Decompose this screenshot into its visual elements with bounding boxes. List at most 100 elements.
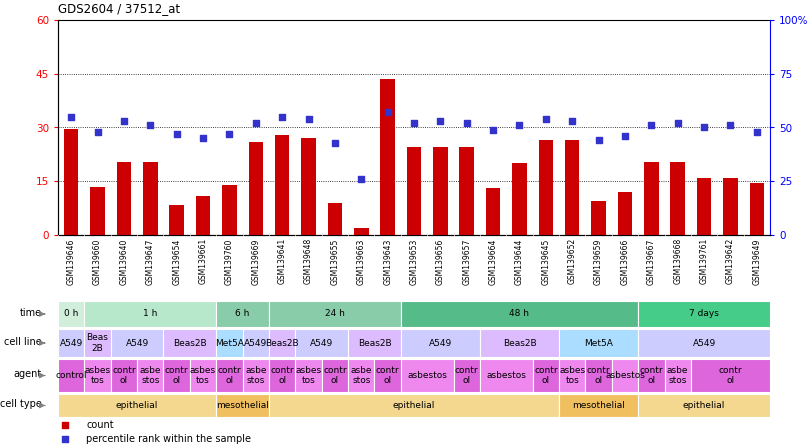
Text: Beas2B: Beas2B (173, 338, 207, 348)
Bar (216, 329, 242, 357)
Bar (143, 162, 158, 235)
Point (460, 119, 473, 127)
Bar (374, 359, 401, 392)
Bar (565, 140, 579, 235)
Text: 0 h: 0 h (64, 309, 79, 318)
Bar (242, 359, 269, 392)
Bar (269, 329, 296, 357)
Point (539, 115, 552, 123)
Text: epithelial: epithelial (393, 401, 435, 410)
Bar (196, 196, 211, 235)
Bar (512, 163, 526, 235)
Text: Met5A: Met5A (215, 338, 244, 348)
Text: GSM139659: GSM139659 (594, 238, 603, 285)
Bar (539, 140, 553, 235)
Point (407, 119, 420, 127)
Bar (275, 135, 289, 235)
Text: asbestos: asbestos (407, 371, 447, 380)
Point (487, 126, 500, 133)
Text: asbes
tos: asbes tos (296, 366, 322, 385)
Point (328, 139, 341, 146)
Bar (84, 329, 111, 357)
Text: Beas
2B: Beas 2B (87, 333, 109, 353)
Bar (249, 142, 263, 235)
Text: GSM139761: GSM139761 (700, 238, 709, 285)
Text: A549: A549 (310, 338, 334, 348)
Text: asbe
stos: asbe stos (245, 366, 266, 385)
Bar (169, 205, 184, 235)
Text: 7 days: 7 days (689, 309, 719, 318)
Text: GSM139640: GSM139640 (119, 238, 129, 285)
Text: agent: agent (14, 369, 42, 379)
Bar (322, 359, 348, 392)
Bar (216, 301, 269, 327)
Bar (58, 301, 84, 327)
Bar (84, 359, 111, 392)
Text: 1 h: 1 h (143, 309, 157, 318)
Text: A549: A549 (60, 338, 83, 348)
Bar (296, 359, 322, 392)
Bar (90, 186, 104, 235)
Point (144, 122, 157, 129)
Text: count: count (87, 420, 114, 429)
Text: mesothelial: mesothelial (572, 401, 625, 410)
Bar (222, 185, 237, 235)
Bar (723, 178, 738, 235)
Point (170, 131, 183, 138)
Text: GSM139657: GSM139657 (463, 238, 471, 285)
Bar (638, 301, 770, 327)
Text: 6 h: 6 h (236, 309, 249, 318)
Text: contr
ol: contr ol (323, 366, 347, 385)
Text: GSM139660: GSM139660 (93, 238, 102, 285)
Bar (381, 79, 395, 235)
Bar (269, 301, 401, 327)
Text: Beas2B: Beas2B (358, 338, 391, 348)
Text: 48 h: 48 h (509, 309, 530, 318)
Bar (638, 394, 770, 417)
Bar (354, 228, 369, 235)
Point (275, 113, 288, 120)
Text: 24 h: 24 h (325, 309, 345, 318)
Bar (348, 329, 401, 357)
Text: asbe
stos: asbe stos (139, 366, 161, 385)
Text: asbes
tos: asbes tos (190, 366, 216, 385)
Bar (242, 329, 269, 357)
Point (513, 122, 526, 129)
Text: GSM139644: GSM139644 (515, 238, 524, 285)
Bar (301, 138, 316, 235)
Bar (480, 329, 559, 357)
Bar (111, 359, 137, 392)
Text: A549: A549 (244, 338, 267, 348)
Text: A549: A549 (693, 338, 716, 348)
Text: GSM139646: GSM139646 (66, 238, 75, 285)
Text: asbe
stos: asbe stos (667, 366, 688, 385)
Bar (401, 301, 638, 327)
Point (434, 118, 447, 125)
Point (645, 122, 658, 129)
Text: GSM139669: GSM139669 (251, 238, 260, 285)
Text: GSM139642: GSM139642 (726, 238, 735, 285)
Bar (644, 162, 659, 235)
Point (58, 435, 71, 442)
Point (197, 135, 210, 142)
Bar (480, 359, 533, 392)
Text: contr
ol: contr ol (640, 366, 663, 385)
Text: asbes
tos: asbes tos (84, 366, 111, 385)
Text: control: control (55, 371, 87, 380)
Bar (486, 188, 501, 235)
Text: contr
ol: contr ol (376, 366, 399, 385)
Bar (348, 359, 374, 392)
Text: time: time (19, 308, 42, 317)
Point (355, 175, 368, 182)
Bar (638, 359, 664, 392)
Bar (407, 147, 421, 235)
Text: contr
ol: contr ol (534, 366, 557, 385)
Bar (638, 329, 770, 357)
Text: Beas2B: Beas2B (503, 338, 536, 348)
Point (382, 109, 394, 116)
Text: GSM139653: GSM139653 (410, 238, 419, 285)
Point (750, 128, 763, 135)
Point (619, 133, 632, 140)
Point (249, 119, 262, 127)
Point (117, 118, 130, 125)
